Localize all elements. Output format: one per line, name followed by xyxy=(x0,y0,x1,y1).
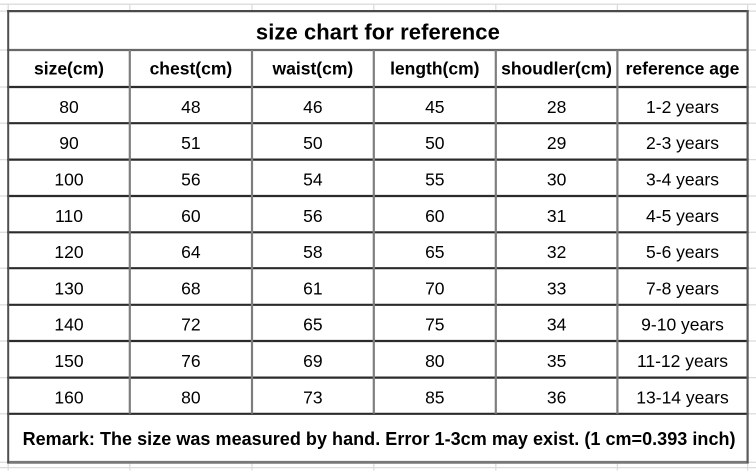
svg-text:70: 70 xyxy=(425,278,445,298)
svg-text:1-2 years: 1-2 years xyxy=(646,97,719,117)
svg-text:size chart for reference: size chart for reference xyxy=(256,20,500,45)
svg-text:69: 69 xyxy=(303,351,322,371)
svg-text:chest(cm): chest(cm) xyxy=(150,59,233,79)
svg-text:11-12 years: 11-12 years xyxy=(637,351,728,371)
svg-text:50: 50 xyxy=(425,133,445,153)
svg-text:140: 140 xyxy=(54,315,83,335)
svg-text:35: 35 xyxy=(547,351,566,371)
svg-text:61: 61 xyxy=(303,278,322,298)
svg-text:31: 31 xyxy=(547,206,566,226)
svg-text:46: 46 xyxy=(303,97,322,117)
svg-text:36: 36 xyxy=(547,388,566,408)
svg-text:50: 50 xyxy=(303,133,323,153)
svg-text:72: 72 xyxy=(181,315,200,335)
svg-text:28: 28 xyxy=(547,97,566,117)
svg-text:73: 73 xyxy=(303,388,322,408)
svg-text:160: 160 xyxy=(54,388,83,408)
svg-text:9-10 years: 9-10 years xyxy=(641,315,724,335)
svg-text:Remark: The size was measured: Remark: The size was measured by hand. E… xyxy=(23,429,736,449)
svg-text:56: 56 xyxy=(181,170,200,190)
svg-text:100: 100 xyxy=(54,170,83,190)
svg-text:48: 48 xyxy=(181,97,200,117)
svg-text:80: 80 xyxy=(425,351,445,371)
svg-text:34: 34 xyxy=(547,315,567,335)
svg-text:7-8 years: 7-8 years xyxy=(646,278,719,298)
svg-text:76: 76 xyxy=(181,351,200,371)
svg-text:60: 60 xyxy=(425,206,445,226)
svg-text:120: 120 xyxy=(54,242,83,262)
svg-text:85: 85 xyxy=(425,388,444,408)
svg-text:29: 29 xyxy=(547,133,566,153)
svg-text:length(cm): length(cm) xyxy=(390,59,479,79)
svg-text:size(cm): size(cm) xyxy=(34,59,104,79)
svg-text:5-6 years: 5-6 years xyxy=(646,242,719,262)
svg-text:65: 65 xyxy=(425,242,444,262)
svg-text:130: 130 xyxy=(54,278,83,298)
svg-text:2-3 years: 2-3 years xyxy=(646,133,719,153)
svg-text:51: 51 xyxy=(181,133,200,153)
svg-text:4-5 years: 4-5 years xyxy=(646,206,719,226)
svg-text:56: 56 xyxy=(303,206,322,226)
svg-text:150: 150 xyxy=(54,351,83,371)
svg-text:30: 30 xyxy=(547,170,567,190)
svg-text:58: 58 xyxy=(303,242,322,262)
svg-text:32: 32 xyxy=(547,242,566,262)
svg-text:55: 55 xyxy=(425,170,444,190)
svg-text:shoudler(cm): shoudler(cm) xyxy=(501,59,612,79)
svg-text:13-14 years: 13-14 years xyxy=(636,388,729,408)
svg-text:65: 65 xyxy=(303,315,322,335)
svg-text:3-4 years: 3-4 years xyxy=(646,170,719,190)
svg-text:45: 45 xyxy=(425,97,444,117)
svg-text:68: 68 xyxy=(181,278,200,298)
svg-text:90: 90 xyxy=(59,133,79,153)
svg-text:80: 80 xyxy=(181,388,201,408)
svg-text:33: 33 xyxy=(547,278,566,298)
svg-text:80: 80 xyxy=(59,97,79,117)
svg-text:waist(cm): waist(cm) xyxy=(272,59,354,79)
svg-text:54: 54 xyxy=(303,170,323,190)
svg-text:64: 64 xyxy=(181,242,201,262)
svg-text:60: 60 xyxy=(181,206,201,226)
svg-text:75: 75 xyxy=(425,315,444,335)
svg-text:reference age: reference age xyxy=(626,59,740,79)
svg-text:110: 110 xyxy=(55,206,83,226)
